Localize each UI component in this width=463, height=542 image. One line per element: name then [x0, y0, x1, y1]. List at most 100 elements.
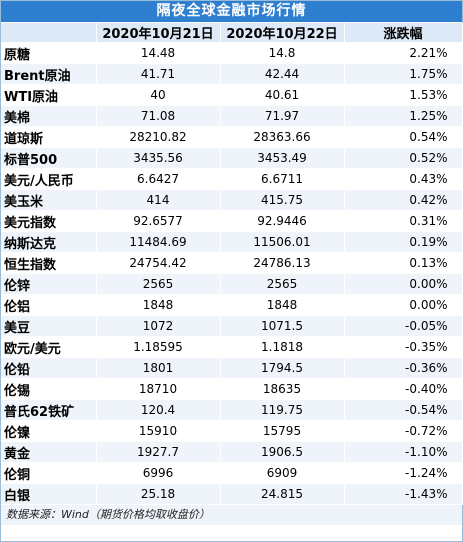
change-percent: -1.24%	[344, 462, 463, 484]
change-percent: 0.00%	[344, 273, 463, 295]
value-date-2: 71.97	[220, 105, 345, 127]
instrument-name: 欧元/美元	[1, 336, 97, 358]
instrument-name: 标普500	[1, 147, 97, 169]
instrument-name: 美豆	[1, 315, 97, 337]
value-date-2: 40.61	[220, 84, 345, 106]
change-percent: -1.10%	[344, 441, 463, 463]
value-date-2: 14.8	[220, 42, 345, 64]
table-row: Brent原油 41.71 42.44 1.75%	[1, 63, 463, 85]
value-date-1: 6.6427	[96, 168, 221, 190]
value-date-2: 6.6711	[220, 168, 345, 190]
value-date-1: 18710	[96, 378, 221, 400]
table-row: 美元/人民币 6.6427 6.6711 0.43%	[1, 168, 463, 190]
table-row: 伦铜 6996 6909 -1.24%	[1, 462, 463, 484]
table-row: 伦锡 18710 18635 -0.40%	[1, 378, 463, 400]
change-percent: 0.42%	[344, 189, 463, 211]
value-date-1: 1072	[96, 315, 221, 337]
instrument-name: 普氏62铁矿	[1, 399, 97, 421]
value-date-2: 92.9446	[220, 210, 345, 232]
value-date-1: 14.48	[96, 42, 221, 64]
instrument-name: 白银	[1, 483, 97, 505]
table-row: 美元指数 92.6577 92.9446 0.31%	[1, 210, 463, 232]
instrument-name: 伦锡	[1, 378, 97, 400]
change-percent: 0.19%	[344, 231, 463, 253]
instrument-name: 恒生指数	[1, 252, 97, 274]
instrument-name: 美棉	[1, 105, 97, 127]
value-date-2: 24786.13	[220, 252, 345, 274]
value-date-1: 1.18595	[96, 336, 221, 358]
value-date-2: 15795	[220, 420, 345, 442]
instrument-name: 黄金	[1, 441, 97, 463]
change-percent: 1.75%	[344, 63, 463, 85]
change-percent: 0.31%	[344, 210, 463, 232]
source-note: 数据来源：Wind（期货价格均取收盘价）	[1, 505, 462, 525]
instrument-name: 纳斯达克	[1, 231, 97, 253]
instrument-name: 伦镍	[1, 420, 97, 442]
value-date-2: 6909	[220, 462, 345, 484]
change-percent: -0.36%	[344, 357, 463, 379]
value-date-2: 119.75	[220, 399, 345, 421]
table-row: 道琼斯 28210.82 28363.66 0.54%	[1, 126, 463, 148]
value-date-2: 42.44	[220, 63, 345, 85]
market-table: 2020年10月21日 2020年10月22日 涨跌幅 原糖 14.48 14.8 2…	[1, 23, 463, 505]
change-percent: -0.72%	[344, 420, 463, 442]
change-percent: 1.25%	[344, 105, 463, 127]
table-row: 黄金 1927.7 1906.5 -1.10%	[1, 441, 463, 463]
instrument-name: 伦铜	[1, 462, 97, 484]
value-date-1: 1848	[96, 294, 221, 316]
value-date-2: 2565	[220, 273, 345, 295]
header-row: 2020年10月21日 2020年10月22日 涨跌幅	[1, 23, 463, 43]
value-date-1: 2565	[96, 273, 221, 295]
change-percent: 1.53%	[344, 84, 463, 106]
instrument-name: 美元指数	[1, 210, 97, 232]
instrument-name: 美元/人民币	[1, 168, 97, 190]
table-row: 标普500 3435.56 3453.49 0.52%	[1, 147, 463, 169]
instrument-name: 原糖	[1, 42, 97, 64]
value-date-2: 18635	[220, 378, 345, 400]
table-row: 伦铝 1848 1848 0.00%	[1, 294, 463, 316]
table-row: 白银 25.18 24.815 -1.43%	[1, 483, 463, 505]
value-date-1: 25.18	[96, 483, 221, 505]
instrument-name: 道琼斯	[1, 126, 97, 148]
table-row: 普氏62铁矿 120.4 119.75 -0.54%	[1, 399, 463, 421]
table-row: 纳斯达克 11484.69 11506.01 0.19%	[1, 231, 463, 253]
table-row: 伦锌 2565 2565 0.00%	[1, 273, 463, 295]
value-date-1: 15910	[96, 420, 221, 442]
value-date-1: 11484.69	[96, 231, 221, 253]
value-date-2: 1.1818	[220, 336, 345, 358]
header-name	[1, 23, 97, 43]
table-row: 美豆 1072 1071.5 -0.05%	[1, 315, 463, 337]
change-percent: 0.43%	[344, 168, 463, 190]
change-percent: 0.54%	[344, 126, 463, 148]
header-date-1: 2020年10月21日	[96, 23, 221, 43]
value-date-2: 11506.01	[220, 231, 345, 253]
value-date-2: 1848	[220, 294, 345, 316]
table-row: 美棉 71.08 71.97 1.25%	[1, 105, 463, 127]
change-percent: 0.52%	[344, 147, 463, 169]
table-row: 恒生指数 24754.42 24786.13 0.13%	[1, 252, 463, 274]
value-date-2: 28363.66	[220, 126, 345, 148]
table-row: 美玉米 414 415.75 0.42%	[1, 189, 463, 211]
value-date-1: 1927.7	[96, 441, 221, 463]
value-date-2: 3453.49	[220, 147, 345, 169]
table-row: 伦镍 15910 15795 -0.72%	[1, 420, 463, 442]
change-percent: 0.00%	[344, 294, 463, 316]
value-date-2: 1906.5	[220, 441, 345, 463]
instrument-name: Brent原油	[1, 63, 97, 85]
table-row: 原糖 14.48 14.8 2.21%	[1, 42, 463, 64]
change-percent: -0.40%	[344, 378, 463, 400]
instrument-name: 伦铝	[1, 294, 97, 316]
instrument-name: 伦锌	[1, 273, 97, 295]
value-date-1: 3435.56	[96, 147, 221, 169]
value-date-1: 41.71	[96, 63, 221, 85]
instrument-name: WTI原油	[1, 84, 97, 106]
change-percent: -0.54%	[344, 399, 463, 421]
value-date-2: 415.75	[220, 189, 345, 211]
value-date-1: 40	[96, 84, 221, 106]
table-row: 欧元/美元 1.18595 1.1818 -0.35%	[1, 336, 463, 358]
value-date-1: 1801	[96, 357, 221, 379]
header-change: 涨跌幅	[344, 23, 463, 43]
change-percent: -0.05%	[344, 315, 463, 337]
header-date-2: 2020年10月22日	[220, 23, 345, 43]
